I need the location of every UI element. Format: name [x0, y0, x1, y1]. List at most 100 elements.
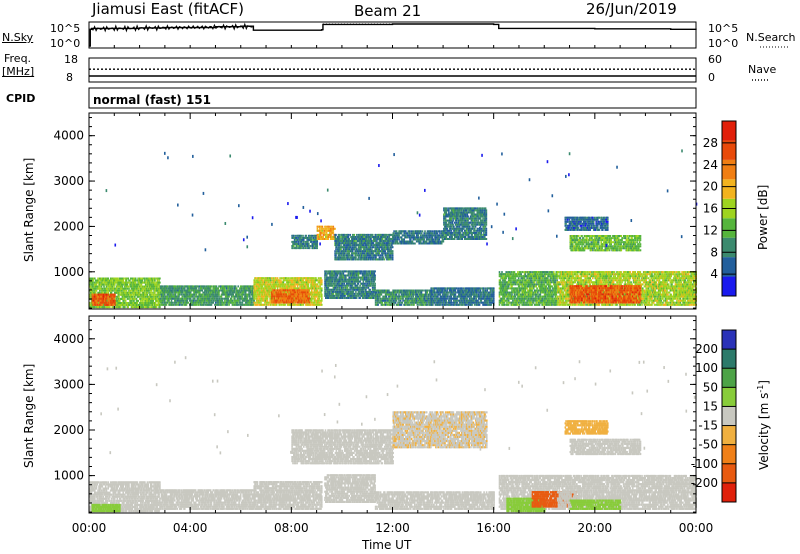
power-region — [430, 287, 495, 306]
power-scatter-point — [287, 202, 289, 206]
power-colorbar-swatch — [722, 140, 736, 160]
velocity-scatter-point — [646, 389, 649, 393]
power-scatter-point — [515, 227, 517, 231]
power-scatter-point — [568, 173, 570, 177]
velocity-scatter-point — [211, 379, 214, 383]
velocity-colorbar-swatch — [722, 387, 736, 407]
power-scatter-point — [565, 174, 567, 178]
power-scatter-point — [246, 235, 249, 239]
power-scatter-point — [680, 235, 683, 239]
velocity-scatter-point — [534, 366, 537, 370]
velocity-colorbar-swatch — [722, 368, 736, 388]
power-scatter-point — [163, 151, 166, 155]
power-scatter-point — [334, 236, 337, 240]
velocity-scatter-point — [278, 414, 280, 418]
velocity-region — [556, 474, 697, 510]
nave-label: Nave — [748, 63, 776, 76]
power-scatter-point — [202, 191, 205, 195]
power-colorbar-swatch — [722, 121, 736, 141]
power-scatter-point — [416, 211, 419, 215]
power-region — [324, 270, 376, 299]
velocity-scatter-point — [109, 451, 112, 455]
power-colorbar-tick-label: 28 — [703, 136, 718, 150]
x-tick-label: 12:00 — [375, 521, 410, 535]
nsky-axis-max: 10^5 — [50, 22, 80, 35]
velocity-scatter-point — [631, 391, 634, 395]
velocity-scatter-point — [374, 417, 376, 421]
velocity-colorbar-tick-label: 100 — [695, 361, 718, 375]
power-scatter-point — [424, 188, 426, 192]
velocity-colorbar-frame — [721, 329, 737, 503]
power-colorbar-tick-label: 12 — [703, 223, 718, 237]
power-scatter-point — [666, 189, 669, 193]
power-scatter-point — [478, 196, 480, 200]
power-scatter-point — [238, 204, 240, 208]
power-region — [443, 207, 488, 240]
velocity-scatter-point — [184, 356, 187, 360]
power-scatter-point — [204, 248, 207, 252]
freq-label: Freq. — [4, 52, 31, 65]
velocity-scatter-point — [333, 375, 336, 379]
power-colorbar-swatch — [722, 257, 736, 277]
velocity-colorbar-tick-label: 15 — [703, 399, 718, 413]
velocity-scatter-point — [574, 377, 576, 381]
velocity-scatter-point — [386, 393, 389, 397]
power-region — [91, 293, 116, 306]
nave-axis-max: 60 — [708, 53, 722, 66]
power-scatter-point — [316, 212, 319, 216]
velocity-colorbar-swatch — [722, 330, 736, 350]
velocity-colorbar-tick-label: 200 — [695, 342, 718, 356]
velocity-scatter-point — [361, 422, 363, 426]
x-tick-label: 16:00 — [476, 521, 511, 535]
velocity-scatter-point — [546, 408, 549, 412]
power-region — [316, 225, 336, 240]
power-colorbar-swatch — [722, 218, 736, 238]
power-scatter-point — [451, 221, 454, 225]
power-scatter-point — [528, 178, 531, 182]
power-scatter-point — [105, 189, 108, 193]
power-region — [159, 285, 255, 306]
velocity-scatter-point — [667, 379, 670, 383]
velocity-colorbar-swatch — [722, 406, 736, 426]
velocity-scatter-point — [227, 430, 229, 434]
velocity-colorbar-swatch — [722, 444, 736, 464]
velocity-region — [253, 481, 323, 510]
velocity-scatter-point — [693, 395, 696, 399]
power-scatter-point — [114, 243, 117, 247]
velocity-scatter-point — [607, 439, 610, 443]
velocity-scatter-point — [508, 446, 511, 450]
velocity-scatter-point — [594, 382, 597, 386]
power-scatter-point — [167, 156, 169, 160]
power-scatter-point — [479, 226, 481, 230]
velocity-y-tick-label: 4000 — [53, 332, 84, 346]
power-scatter-point — [192, 154, 194, 158]
velocity-region — [159, 489, 255, 510]
velocity-scatter-point — [562, 381, 565, 385]
velocity-colorbar-tick-label: -200 — [691, 476, 718, 490]
power-y-tick-label: 1000 — [53, 265, 84, 279]
power-scatter-point — [251, 216, 254, 220]
power-region — [498, 271, 558, 306]
velocity-scatter-point — [638, 360, 641, 364]
power-scatter-point — [568, 152, 571, 156]
power-scatter-point — [320, 219, 322, 223]
power-scatter-point — [481, 153, 483, 157]
nsearch-axis-max: 10^5 — [708, 22, 738, 35]
velocity-region — [569, 438, 642, 456]
power-scatter-point — [551, 194, 554, 198]
velocity-colorbar-swatch — [722, 425, 736, 445]
velocity-scatter-point — [216, 379, 219, 383]
velocity-scatter-point — [663, 366, 665, 370]
velocity-scatter-point — [115, 366, 118, 370]
power-y-tick-label: 3000 — [53, 174, 84, 188]
power-scatter-point — [503, 212, 506, 216]
velocity-scatter-point — [642, 360, 645, 364]
power-colorbar-swatch — [722, 237, 736, 258]
power-scatter-point — [546, 160, 549, 164]
power-scatter-point — [490, 225, 493, 229]
power-region — [291, 234, 318, 250]
power-colorbar-tick-label: 16 — [703, 202, 718, 216]
power-scatter-point — [502, 230, 504, 234]
power-scatter-point — [229, 154, 232, 158]
